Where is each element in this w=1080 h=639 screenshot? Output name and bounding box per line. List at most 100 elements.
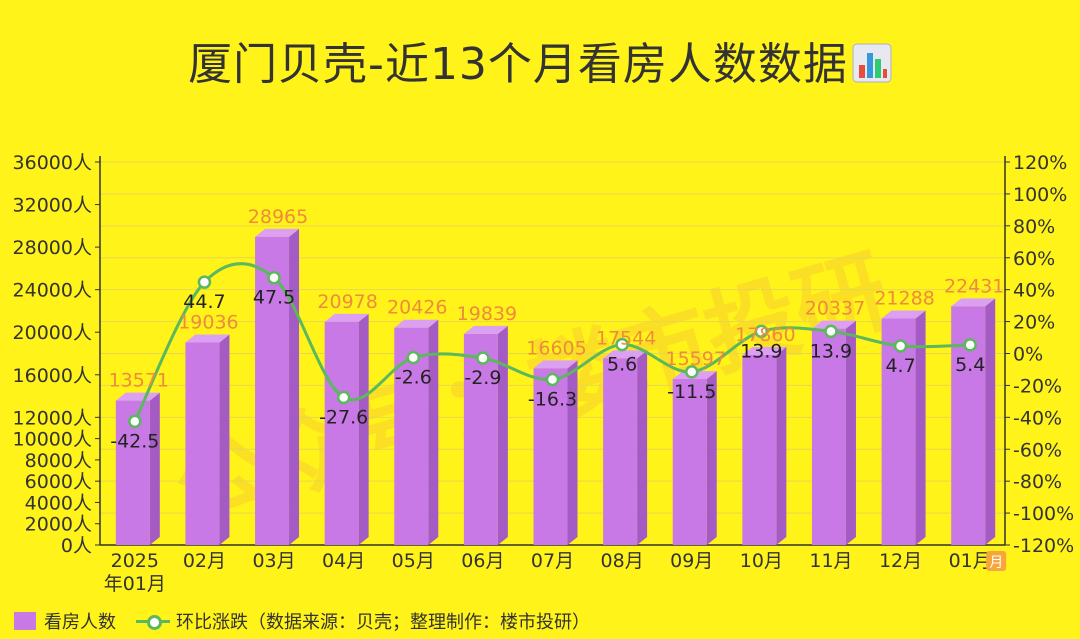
bar-top-1 (185, 334, 230, 343)
bar-value-label-6: 16605 (526, 337, 586, 359)
bar-top-10 (811, 320, 856, 329)
x-tick-label-7: 08月 (601, 550, 644, 572)
bar-top-3 (324, 313, 369, 322)
line-value-label-4: -2.6 (395, 367, 432, 389)
y-right-tick-label-3: -60% (1013, 439, 1062, 461)
bar-top-6 (533, 360, 578, 369)
bar-series (115, 228, 996, 545)
legend-bar-swatch (14, 612, 36, 630)
y-right-tick-label-10: 80% (1013, 216, 1055, 238)
y-left-tick-label-7: 16000人 (13, 365, 92, 387)
x-tick-label-8: 09月 (670, 550, 713, 572)
line-value-label-9: 13.9 (740, 340, 782, 362)
line-path (133, 262, 971, 422)
bar-side-8 (706, 371, 717, 545)
page-title: 厦门贝壳-近13个月看房人数数据 (0, 28, 1080, 92)
y-right-tick-label-6: 0% (1013, 344, 1043, 366)
y-right-tick-label-9: 60% (1013, 248, 1055, 270)
y-right-tick-label-11: 100% (1013, 184, 1067, 206)
bar-8 (672, 379, 707, 545)
bar-top-7 (603, 350, 648, 359)
line-value-label-2: 47.5 (253, 287, 295, 309)
x-tick-label-5: 06月 (461, 550, 504, 572)
bar-chart-icon (852, 43, 892, 83)
legend-bar-label: 看房人数 (44, 612, 116, 633)
bar-value-label-7: 17544 (596, 327, 656, 349)
bar-side-0 (149, 392, 160, 545)
bar-value-label-10: 20337 (805, 298, 865, 320)
line-value-label-10: 13.9 (810, 340, 852, 362)
y-left-tick-label-0: 0人 (61, 535, 92, 557)
bar-side-5 (497, 325, 508, 545)
line-series (128, 262, 977, 429)
y-right-tick-label-2: -80% (1013, 471, 1062, 493)
bar-value-label-8: 15597 (666, 348, 726, 370)
y-left-tick-label-9: 24000人 (13, 280, 92, 302)
y-left-tick-label-8: 20000人 (13, 322, 92, 344)
bar-value-label-5: 19839 (457, 303, 517, 325)
line-point-1 (197, 275, 212, 289)
bar-top-12 (951, 298, 996, 307)
bar-9 (742, 354, 777, 545)
y-left-tick-label-11: 32000人 (13, 195, 92, 217)
bar-side-9 (776, 346, 787, 545)
bar-top-4 (394, 319, 439, 328)
x-tick-label-0: 2025 (111, 550, 159, 572)
bar-value-label-2: 28965 (248, 206, 308, 228)
y-right-tick-label-0: -120% (1013, 535, 1074, 557)
line-point-6 (545, 372, 560, 387)
y-left-tick-label-3: 6000人 (25, 471, 92, 493)
y-right-tick-label-1: -100% (1013, 503, 1074, 525)
line-value-label-0: -42.5 (110, 430, 159, 452)
x-tick-label-4: 05月 (392, 550, 435, 572)
bar-value-label-0: 13571 (109, 370, 169, 392)
line-value-label-6: -16.3 (528, 389, 577, 411)
bar-side-11 (915, 310, 926, 545)
line-value-label-7: 5.6 (607, 354, 637, 376)
legend: 看房人数 环比涨跌 （数据来源：贝壳；整理制作：楼市投研） (14, 608, 590, 634)
bar-top-2 (255, 228, 300, 237)
x-tick-label-6: 07月 (531, 550, 574, 572)
bar-7 (603, 358, 638, 545)
bar-top-5 (463, 325, 508, 334)
legend-line-swatch (136, 612, 170, 630)
bar-side-1 (219, 334, 230, 545)
line-point-11 (893, 339, 908, 353)
last-category-badge (986, 551, 1007, 571)
bar-side-4 (428, 319, 439, 545)
line-point-10 (824, 324, 838, 339)
bar-value-label-1: 19036 (178, 311, 238, 333)
bar-10 (811, 328, 846, 545)
bar-top-11 (881, 310, 926, 319)
legend-line-label: 环比涨跌 (176, 612, 248, 633)
y-right-tick-label-7: 20% (1013, 312, 1055, 334)
bar-3 (324, 321, 359, 545)
x-tick-label-1: 02月 (183, 550, 226, 572)
chart-title: 厦门贝壳-近13个月看房人数数据 (188, 39, 848, 90)
y-right-tick-label-5: -20% (1013, 375, 1062, 397)
y-left-tick-label-1: 2000人 (25, 514, 92, 536)
x-tick-label-2: 03月 (252, 550, 295, 572)
bar-value-label-11: 21288 (874, 288, 934, 310)
y-left-tick-label-5: 10000人 (13, 429, 92, 451)
bar-1 (185, 342, 220, 545)
bar-top-9 (742, 346, 787, 355)
y-left-tick-label-4: 8000人 (25, 450, 92, 472)
line-point-3 (336, 390, 351, 405)
x-tick-label-9: 10月 (740, 550, 783, 572)
bar-top-0 (115, 392, 160, 401)
last-category-badge-text: 月 (989, 555, 1003, 571)
y-right-tick-label-4: -40% (1013, 407, 1062, 429)
legend-source-note: （数据来源：贝壳；整理制作：楼市投研） (248, 612, 590, 633)
line-point-4 (406, 350, 421, 365)
y-left-tick-label-12: 36000人 (13, 152, 92, 174)
x-tick-label-3: 04月 (322, 550, 365, 572)
line-value-label-3: -27.6 (319, 407, 368, 429)
data-labels: 13571 19036 28965 20978 20426 19839 16605 17544… (109, 206, 1005, 452)
line-value-label-11: 4.7 (885, 355, 915, 377)
x-tick-label-11: 12月 (879, 550, 922, 572)
bar-value-label-3: 20978 (317, 291, 377, 313)
line-point-2 (267, 270, 281, 285)
